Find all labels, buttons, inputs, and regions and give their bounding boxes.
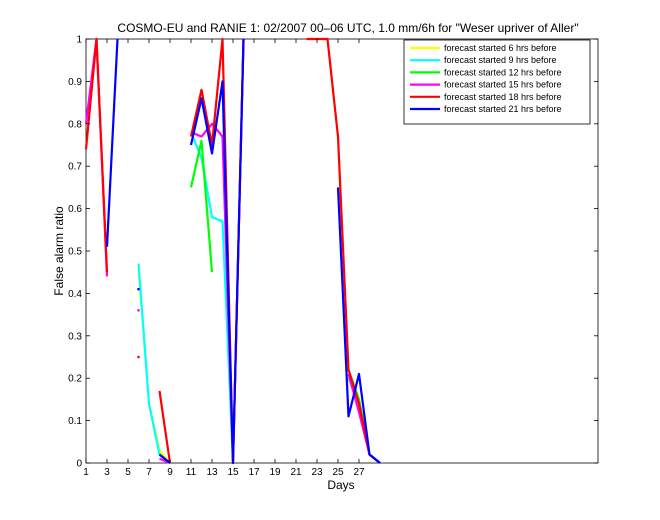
x-tick-label: 21 [290, 467, 302, 478]
legend-entry-label: forecast started 15 hrs before [444, 80, 562, 90]
y-tick-label: 0.7 [68, 162, 82, 173]
y-tick-label: 0.3 [68, 331, 82, 342]
chart-title: COSMO-EU and RANIE 1: 02/2007 00–06 UTC,… [117, 21, 578, 35]
y-tick-label: 0.6 [68, 204, 82, 215]
x-tick-label: 5 [125, 467, 131, 478]
tick-layer: 1 3 5 7 9 11 13 15 17 19 21 23 25 2700.10.20.30.40.50… [68, 35, 598, 478]
x-tick-label: 7 [146, 467, 152, 478]
series-line-segment [84, 37, 109, 273]
y-tick-label: 0.9 [68, 77, 82, 88]
series-point [137, 355, 140, 359]
x-tick-label: 17 [248, 467, 260, 478]
x-tick-label: 3 [104, 467, 110, 478]
legend: forecast started 6 hrs before forecast st… [403, 39, 591, 125]
y-tick-label: 0.8 [68, 119, 82, 130]
y-tick-label: 0.5 [68, 247, 82, 258]
x-tick-label: 13 [206, 467, 218, 478]
series-line-segment [158, 390, 172, 464]
series-6 [105, 38, 381, 465]
series-line-segment [158, 453, 171, 464]
x-tick-label: 27 [353, 467, 365, 478]
x-tick-label: 11 [186, 467, 197, 478]
y-tick-label: 1 [76, 35, 82, 46]
y-axis-label: False alarm ratio [52, 206, 66, 296]
series-line-segment [189, 139, 214, 273]
x-tick-label: 23 [311, 467, 323, 478]
legend-entry-label: forecast started 21 hrs before [444, 104, 562, 114]
series-layer [84, 37, 381, 465]
x-tick-label: 25 [332, 467, 344, 478]
series-line-segment [105, 38, 119, 247]
y-tick-label: 0 [76, 459, 82, 470]
y-tick-label: 0.1 [68, 416, 82, 427]
legend-entry-label: forecast started 18 hrs before [444, 92, 562, 102]
x-tick-label: 19 [269, 467, 281, 478]
series-line-segment [336, 187, 381, 464]
y-tick-label: 0.2 [68, 374, 82, 385]
legend-entry-label: forecast started 12 hrs before [444, 67, 562, 77]
y-tick-label: 0.4 [68, 289, 82, 300]
series-point [137, 287, 140, 291]
x-tick-label: 15 [227, 467, 239, 478]
series-line-segment [189, 131, 235, 464]
legend-entry-label: forecast started 9 hrs before [444, 55, 557, 65]
legend-entry-label: forecast started 6 hrs before [444, 43, 557, 53]
x-tick-label: 1 [83, 467, 89, 478]
x-tick-label: 9 [167, 467, 173, 478]
series-point [137, 309, 140, 312]
series-line-segment [189, 38, 245, 465]
x-axis-label: Days [327, 478, 354, 492]
